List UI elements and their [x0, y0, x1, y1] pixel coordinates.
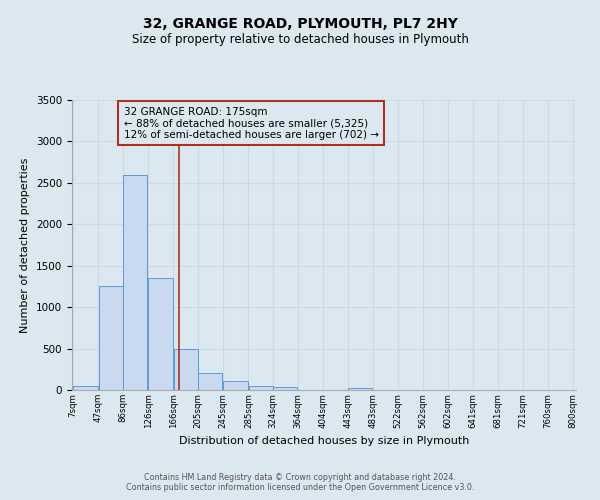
Bar [98, 286, 123, 390]
Text: Contains public sector information licensed under the Open Government Licence v3: Contains public sector information licen… [126, 484, 474, 492]
X-axis label: Distribution of detached houses by size in Plymouth: Distribution of detached houses by size … [179, 436, 469, 446]
Bar [273, 386, 298, 390]
Y-axis label: Number of detached properties: Number of detached properties [20, 158, 31, 332]
Bar [223, 381, 248, 390]
Bar [123, 174, 148, 390]
Bar [248, 386, 273, 390]
Bar [73, 386, 98, 390]
Bar [173, 348, 198, 390]
Text: 32, GRANGE ROAD, PLYMOUTH, PL7 2HY: 32, GRANGE ROAD, PLYMOUTH, PL7 2HY [143, 18, 457, 32]
Text: 32 GRANGE ROAD: 175sqm
← 88% of detached houses are smaller (5,325)
12% of semi-: 32 GRANGE ROAD: 175sqm ← 88% of detached… [124, 106, 379, 140]
Text: Contains HM Land Registry data © Crown copyright and database right 2024.: Contains HM Land Registry data © Crown c… [144, 472, 456, 482]
Bar [148, 278, 173, 390]
Bar [348, 388, 373, 390]
Bar [198, 374, 223, 390]
Text: Size of property relative to detached houses in Plymouth: Size of property relative to detached ho… [131, 32, 469, 46]
